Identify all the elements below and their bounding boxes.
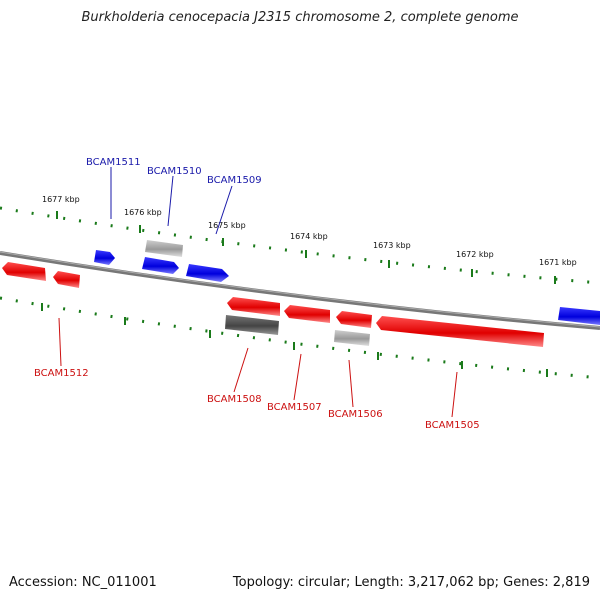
gene-bcam1511[interactable] — [94, 250, 115, 265]
accession-text: Accession: NC_011001 — [9, 575, 157, 590]
kbp-label-1673: 1673 kbp — [373, 241, 411, 250]
gene-bcam1509[interactable] — [186, 264, 229, 282]
label-bcam1507[interactable]: BCAM1507 — [267, 402, 322, 413]
topology-text: Topology: circular; Length: 3,217,062 bp… — [232, 575, 590, 590]
upper-tick-arc — [0, 206, 600, 285]
label-bcam1512[interactable]: BCAM1512 — [34, 368, 89, 379]
gene-bcam1507[interactable] — [284, 305, 330, 323]
label-bcam1508[interactable]: BCAM1508 — [207, 394, 262, 405]
kbp-label-1674: 1674 kbp — [290, 232, 328, 241]
kbp-label-1676: 1676 kbp — [124, 208, 162, 217]
label-bcam1505[interactable]: BCAM1505 — [425, 420, 480, 431]
label-bcam1511[interactable]: BCAM1511 — [86, 157, 141, 168]
gene-bcam1510[interactable] — [142, 257, 179, 274]
lower-leader-lines — [58, 317, 458, 418]
genome-backbone — [0, 251, 600, 330]
gene-bcam1505[interactable] — [376, 316, 544, 347]
gene-bcam1512[interactable] — [2, 262, 46, 281]
gene-red-small[interactable] — [53, 271, 80, 288]
gene-bcam1508[interactable] — [227, 297, 280, 316]
kbp-label-1671: 1671 kbp — [539, 258, 577, 267]
label-bcam1509[interactable]: BCAM1509 — [207, 175, 262, 186]
kbp-label-1677: 1677 kbp — [42, 195, 80, 204]
kbp-label-1672: 1672 kbp — [456, 250, 494, 259]
gene-bcam1506[interactable] — [334, 330, 370, 346]
kbp-label-1675: 1675 kbp — [208, 221, 246, 230]
gene-right-edge-forward[interactable] — [558, 307, 600, 325]
gene-gray-upper[interactable] — [145, 240, 183, 257]
gene-red-mid[interactable] — [336, 311, 372, 328]
major-ticks — [41, 211, 556, 377]
upper-leader-lines — [110, 167, 233, 235]
label-bcam1510[interactable]: BCAM1510 — [147, 166, 202, 177]
gene-dark-gray[interactable] — [225, 315, 279, 335]
genome-title: Burkholderia cenocepacia J2315 chromosom… — [81, 10, 519, 25]
label-bcam1506[interactable]: BCAM1506 — [328, 409, 383, 420]
